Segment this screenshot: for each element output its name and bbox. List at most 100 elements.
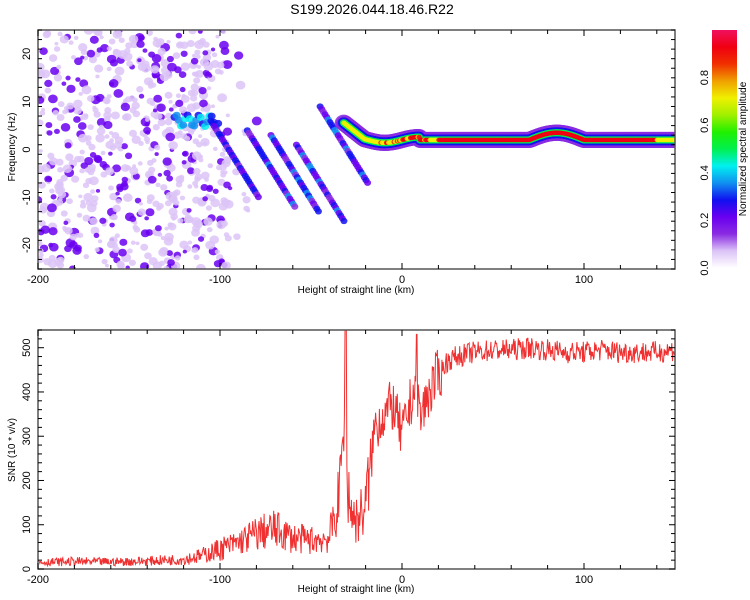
heatmap-cell — [62, 227, 69, 233]
heatmap-cell — [60, 210, 68, 217]
chart-title: S199.2026.044.18.46.R22 — [290, 1, 454, 17]
heatmap-cell — [164, 118, 173, 126]
heatmap-cell — [47, 203, 57, 213]
heatmap-cell — [61, 81, 67, 86]
heatmap-cell — [120, 182, 129, 191]
heatmap-cell — [175, 181, 183, 188]
snr-y-tick-label: 0 — [21, 566, 33, 572]
heatmap-cell — [187, 240, 193, 245]
heatmap-cell — [158, 248, 168, 257]
heatmap-cell — [100, 171, 108, 178]
heatmap-cell — [39, 110, 46, 116]
heatmap-cell — [214, 68, 222, 75]
heatmap-cell — [145, 139, 150, 145]
heatmap-cell — [156, 38, 165, 46]
heatmap-cell — [195, 54, 201, 59]
heatmap-cell — [164, 91, 173, 99]
snr-x-tick-label: 0 — [399, 574, 405, 586]
heatmap-cell — [38, 149, 43, 153]
heatmap-cell — [101, 258, 108, 265]
heatmap-cell — [197, 30, 203, 34]
heatmap-cell — [86, 95, 95, 102]
heatmap-cell — [77, 122, 87, 130]
heatmap-cell — [210, 104, 216, 109]
heatmap-cell — [138, 34, 145, 41]
heatmap-cell — [193, 77, 201, 84]
heatmap-cell — [155, 182, 161, 188]
heatmap-cell — [207, 73, 213, 78]
heatmap-cell — [168, 141, 178, 150]
heatmap-cell — [53, 128, 60, 135]
heatmap-cell — [126, 60, 134, 67]
heatmap-cell — [77, 155, 85, 163]
heatmap-cell — [162, 157, 172, 166]
heatmap-cell — [73, 35, 79, 41]
heatmap-cell — [167, 62, 177, 72]
heatmap-cell — [152, 124, 160, 131]
heatmap-cell — [197, 39, 205, 46]
heatmap-cell — [152, 108, 158, 113]
heatmap-cell — [38, 119, 44, 127]
heatmap-cell — [90, 226, 100, 235]
heatmap-cell — [39, 202, 50, 212]
colorbar-tick-label: 0.6 — [699, 118, 711, 133]
heatmap-cell — [202, 196, 208, 202]
heatmap-cell — [54, 182, 63, 191]
heatmap-cell — [94, 30, 103, 37]
heatmap-cell — [43, 258, 52, 266]
heatmap-cell — [168, 223, 174, 227]
heatmap-cell — [129, 166, 139, 175]
heatmap-cell — [182, 249, 187, 254]
heatmap-cell — [189, 94, 198, 102]
heatmap-cell — [53, 46, 61, 52]
heatmap-cell — [180, 62, 190, 71]
snr-y-tick-label: 300 — [21, 427, 33, 445]
heatmap-cell — [216, 220, 227, 230]
heatmap-cell — [131, 135, 141, 144]
heatmap-cell — [179, 86, 186, 93]
heatmap-cell — [112, 204, 121, 213]
heatmap-cell — [157, 172, 163, 177]
heatmap-cell — [62, 164, 73, 173]
heatmap-cell — [181, 160, 187, 165]
heatmap-cell — [118, 37, 125, 43]
heatmap-cell — [74, 244, 82, 252]
heatmap-cell — [113, 88, 124, 98]
heatmap-cell — [212, 146, 218, 151]
heatmap-cell — [73, 106, 82, 115]
heatmap-cell — [173, 131, 182, 139]
heatmap-cell — [108, 151, 113, 156]
heatmap-cell — [213, 260, 222, 268]
snr-x-tick-label: -200 — [27, 574, 49, 586]
heatmap-cell — [99, 217, 107, 224]
heatmap-cell — [179, 195, 186, 201]
heatmap-cell — [192, 196, 201, 204]
heatmap-cell — [157, 202, 164, 210]
heatmap-cell — [208, 194, 216, 202]
heatmap-cell — [198, 86, 207, 95]
heatmap-cell — [102, 97, 111, 105]
heatmap-cell — [251, 116, 262, 126]
heatmap-cell — [206, 227, 213, 233]
heatmap-cell — [83, 192, 93, 202]
heatmap-cell — [56, 113, 65, 122]
heatmap-cell — [100, 150, 106, 156]
heatmap-cell — [196, 64, 202, 69]
heatmap-cell — [144, 117, 150, 122]
colorbar-tick-label: 0.8 — [699, 70, 711, 85]
heatmap-cell — [52, 109, 59, 116]
heatmap-cell — [45, 122, 53, 129]
heatmap-cell — [233, 233, 241, 240]
heatmap-cell — [154, 152, 159, 157]
heatmap-cell — [221, 159, 231, 168]
heatmap-cell — [166, 39, 171, 44]
heatmap-cell — [157, 119, 166, 127]
heatmap-cell — [41, 107, 46, 112]
heatmap-cell — [150, 65, 160, 74]
heatmap-cell — [140, 243, 149, 251]
heatmap-cell — [234, 51, 244, 60]
heatmap-cell — [128, 129, 137, 137]
heatmap-cell — [223, 232, 230, 238]
heatmap-cell — [190, 57, 199, 65]
heatmap-cell — [154, 144, 161, 151]
